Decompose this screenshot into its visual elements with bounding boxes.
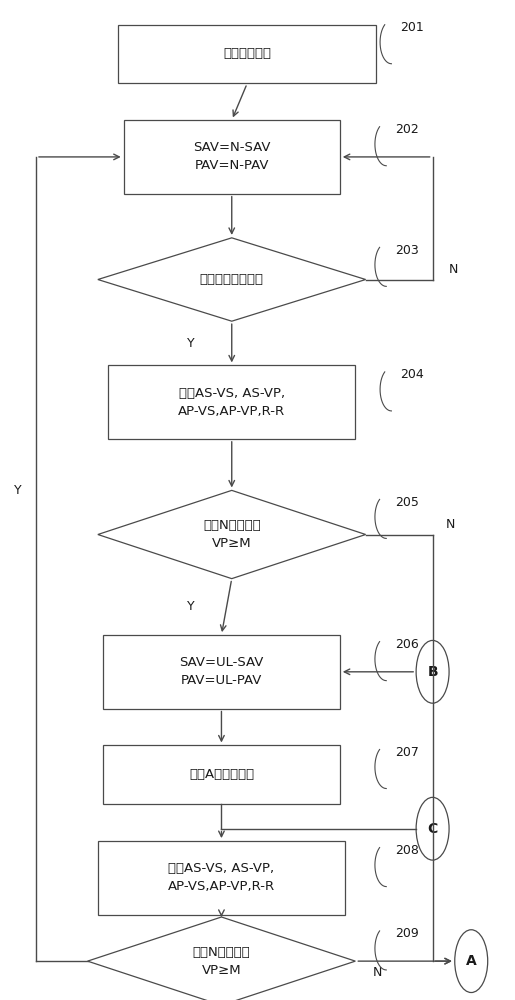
Text: N: N bbox=[372, 966, 382, 979]
Text: 204: 204 bbox=[400, 368, 424, 381]
Polygon shape bbox=[98, 490, 366, 579]
Circle shape bbox=[416, 640, 449, 703]
Text: N: N bbox=[446, 518, 455, 531]
Text: 植入检测完成: 植入检测完成 bbox=[223, 47, 271, 60]
Text: 203: 203 bbox=[395, 244, 419, 257]
FancyBboxPatch shape bbox=[124, 120, 340, 194]
Text: A: A bbox=[466, 954, 476, 968]
Text: 储存AS-VS, AS-VP,
AP-VS,AP-VP,R-R: 储存AS-VS, AS-VP, AP-VS,AP-VP,R-R bbox=[178, 387, 285, 418]
Text: 储存AS-VS, AS-VP,
AP-VS,AP-VP,R-R: 储存AS-VS, AS-VP, AP-VS,AP-VP,R-R bbox=[168, 862, 275, 893]
FancyBboxPatch shape bbox=[103, 635, 340, 709]
Text: N: N bbox=[449, 263, 458, 276]
Text: 208: 208 bbox=[395, 844, 419, 857]
Text: Y: Y bbox=[187, 600, 194, 613]
Text: Y: Y bbox=[187, 337, 194, 350]
Text: 207: 207 bbox=[395, 746, 419, 759]
Text: 201: 201 bbox=[400, 21, 424, 34]
Text: 连续N个心跳中
VP≥M: 连续N个心跳中 VP≥M bbox=[203, 519, 261, 550]
Polygon shape bbox=[88, 917, 355, 1000]
Text: 202: 202 bbox=[395, 123, 419, 136]
Text: SAV=N-SAV
PAV=N-PAV: SAV=N-SAV PAV=N-PAV bbox=[193, 141, 270, 172]
Text: 205: 205 bbox=[395, 496, 419, 509]
Circle shape bbox=[416, 797, 449, 860]
FancyBboxPatch shape bbox=[118, 25, 376, 83]
Text: 209: 209 bbox=[395, 927, 419, 940]
Text: 206: 206 bbox=[395, 638, 419, 651]
Text: 等待时间是否满足: 等待时间是否满足 bbox=[200, 273, 264, 286]
Text: Y: Y bbox=[14, 484, 22, 497]
Polygon shape bbox=[98, 238, 366, 321]
Text: 等待A个心动周期: 等待A个心动周期 bbox=[189, 768, 254, 781]
FancyBboxPatch shape bbox=[98, 841, 345, 915]
Text: C: C bbox=[427, 822, 438, 836]
FancyBboxPatch shape bbox=[108, 365, 355, 439]
FancyBboxPatch shape bbox=[103, 745, 340, 804]
Text: 连续N个心跳中
VP≥M: 连续N个心跳中 VP≥M bbox=[193, 946, 250, 977]
Text: B: B bbox=[427, 665, 438, 679]
Text: SAV=UL-SAV
PAV=UL-PAV: SAV=UL-SAV PAV=UL-PAV bbox=[179, 656, 264, 687]
Circle shape bbox=[455, 930, 488, 993]
